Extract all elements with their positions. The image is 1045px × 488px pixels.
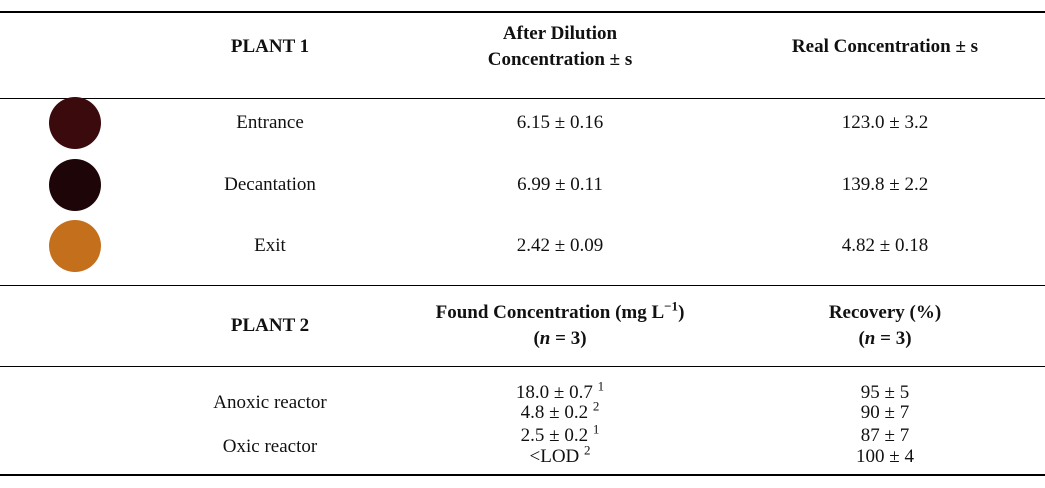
header-cell: Recovery (%) (n = 3) xyxy=(829,300,941,352)
rule xyxy=(0,285,1045,286)
cell-text: 2.42 ± 0.09 xyxy=(517,233,603,259)
header-cell: Real Concentration ± s xyxy=(792,34,978,60)
rule xyxy=(0,11,1045,13)
header-text: Real Concentration ± s xyxy=(792,36,978,57)
cell-text: 6.99 ± 0.11 xyxy=(517,172,603,198)
cell-text: Oxic reactor xyxy=(223,434,317,460)
rule xyxy=(0,366,1045,367)
header-line: PLANT 2 xyxy=(231,313,309,339)
footnote-mark: 2 xyxy=(593,399,600,414)
cell-text: <LOD 2 xyxy=(529,444,590,470)
value-text: <LOD xyxy=(529,446,579,467)
color-swatch xyxy=(49,159,101,211)
color-swatch xyxy=(49,97,101,149)
header-text: −1 xyxy=(664,299,678,314)
footnote-mark: 1 xyxy=(598,379,605,394)
header-text: ) xyxy=(678,302,684,323)
header-text: = 3) xyxy=(550,328,586,349)
cell-text: Entrance xyxy=(236,110,304,136)
header-text: n xyxy=(865,328,876,349)
header-line: Found Concentration (mg L−1) xyxy=(436,300,685,326)
header-text: n xyxy=(540,328,551,349)
footnote-mark: 1 xyxy=(593,422,600,437)
cell-text: 100 ± 4 xyxy=(856,444,914,470)
cell-text: 4.82 ± 0.18 xyxy=(842,233,928,259)
header-line: (n = 3) xyxy=(829,326,941,352)
header-line: After Dilution xyxy=(488,21,632,47)
rule xyxy=(0,98,1045,99)
cell-text: 6.15 ± 0.16 xyxy=(517,110,603,136)
value-text: 2.5 ± 0.2 xyxy=(521,425,588,446)
cell-text: 123.0 ± 3.2 xyxy=(842,110,928,136)
header-text: Concentration ± s xyxy=(488,49,632,70)
header-line: Recovery (%) xyxy=(829,300,941,326)
header-text: Found Concentration (mg L xyxy=(436,302,665,323)
header-text: Recovery (%) xyxy=(829,302,941,323)
header-text: PLANT 1 xyxy=(231,36,309,57)
header-text: After Dilution xyxy=(503,23,617,44)
header-cell: After Dilution Concentration ± s xyxy=(488,21,632,73)
header-line: (n = 3) xyxy=(436,326,685,352)
color-swatch xyxy=(49,220,101,272)
cell-text: Exit xyxy=(254,233,286,259)
header-line: Real Concentration ± s xyxy=(792,34,978,60)
cell-text: Decantation xyxy=(224,172,316,198)
header-line: Concentration ± s xyxy=(488,47,632,73)
header-cell: PLANT 1 xyxy=(231,34,309,60)
header-text: = 3) xyxy=(875,328,911,349)
header-text: PLANT 2 xyxy=(231,315,309,336)
value-text: 4.8 ± 0.2 xyxy=(521,402,588,423)
header-cell: Found Concentration (mg L−1)(n = 3) xyxy=(436,300,685,352)
header-cell: PLANT 2 xyxy=(231,313,309,339)
table-page: PLANT 1 After Dilution Concentration ± s Re… xyxy=(0,0,1045,488)
header-line: PLANT 1 xyxy=(231,34,309,60)
rule xyxy=(0,474,1045,476)
cell-text: 139.8 ± 2.2 xyxy=(842,172,928,198)
cell-text: Anoxic reactor xyxy=(213,390,326,416)
footnote-mark: 2 xyxy=(584,443,591,458)
